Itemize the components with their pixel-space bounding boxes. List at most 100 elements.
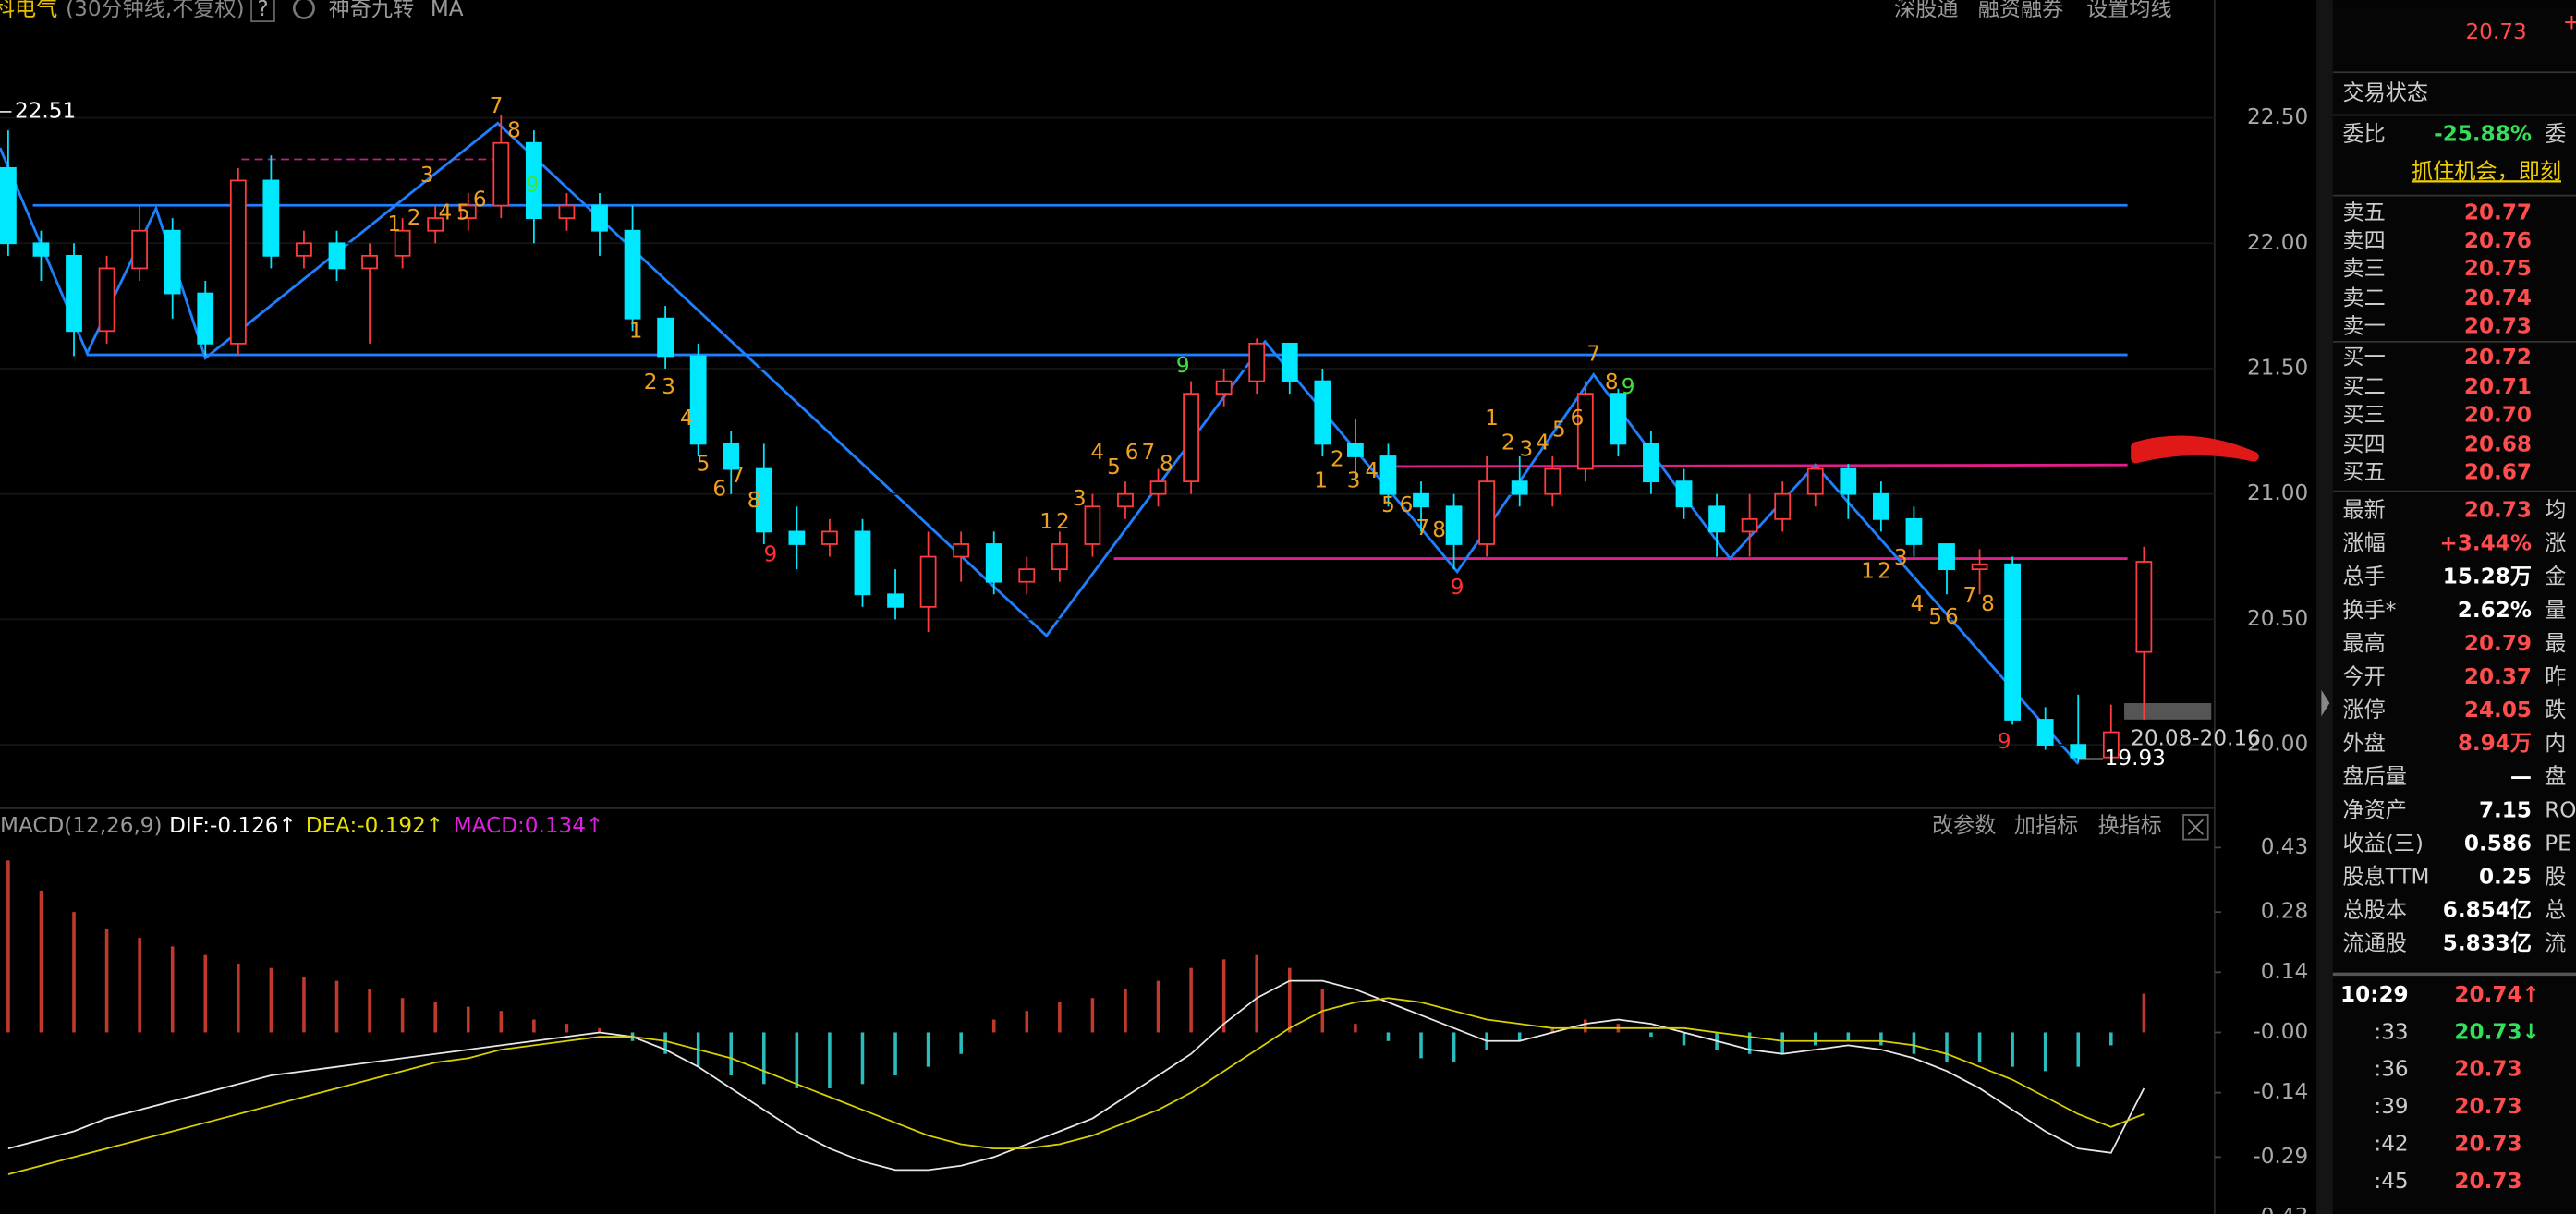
nine-turn-label: 1 — [1314, 468, 1328, 492]
nine-turn-label: 2 — [1331, 447, 1344, 471]
candle-body — [492, 141, 510, 207]
nine-turn-label: 6 — [1571, 407, 1585, 431]
indicator-name[interactable]: 神奇九转 — [329, 0, 414, 21]
macd-bar — [2011, 1032, 2014, 1067]
book-label: 卖四 — [2343, 229, 2386, 253]
splitter-arrow[interactable] — [2321, 689, 2330, 717]
nine-turn-label: 4 — [1536, 431, 1549, 455]
stat-cut: 最 — [2545, 632, 2566, 656]
nine-turn-label: 6 — [1125, 441, 1139, 465]
candle-body — [919, 555, 937, 608]
macd-bar — [1682, 1032, 1686, 1046]
gear-icon[interactable] — [292, 0, 315, 19]
nine-turn-label: 5 — [456, 201, 470, 225]
nine-turn-label: 8 — [1981, 592, 1995, 616]
candle-body — [2135, 561, 2153, 653]
candle-body — [1643, 443, 1659, 483]
macd-bar — [138, 938, 141, 1033]
y-tick-label: -0.43 — [2253, 1205, 2308, 1214]
candle-body — [1314, 380, 1331, 445]
nine-turn-label: 9 — [1998, 730, 2011, 754]
stat-label: 总手 — [2343, 565, 2386, 589]
candle-body — [66, 254, 82, 333]
nine-turn-label: 2 — [644, 370, 658, 395]
macd-bar — [1156, 980, 1160, 1033]
candle-body — [657, 317, 674, 358]
nine-turn-label: 3 — [420, 164, 434, 188]
candle-body — [131, 229, 149, 270]
header-link[interactable]: 设置均线 — [2086, 0, 2171, 21]
macd-chart: 0.43 0.28 0.14 -0.00 -0.14 -0.29 -0.43 — [6, 835, 2308, 1214]
stat-value: 20.73 — [2464, 498, 2532, 522]
macd-bar — [2109, 1032, 2113, 1046]
stat-value: 20.79 — [2464, 632, 2532, 656]
close-icon[interactable] — [2187, 819, 2205, 835]
brush-stroke — [2131, 435, 2259, 464]
macd-bar — [959, 1032, 963, 1054]
nine-turn-label: 3 — [1347, 468, 1361, 492]
book-label: 卖五 — [2343, 201, 2386, 225]
stat-label: 最高 — [2343, 632, 2386, 656]
macd-bar — [1977, 1032, 1982, 1063]
ma-label[interactable]: MA — [431, 0, 464, 21]
nine-turn-label: 1 — [1861, 559, 1875, 583]
candle-body — [0, 166, 17, 245]
tick-time: :39 — [2374, 1095, 2408, 1119]
nine-turn-label: 8 — [1605, 370, 1619, 395]
candle-body — [1215, 380, 1233, 395]
macd-bar — [1879, 1032, 1883, 1046]
tick-time: :42 — [2374, 1132, 2408, 1156]
macd-button[interactable]: 换指标 — [2098, 814, 2162, 838]
candle-body — [197, 292, 214, 345]
nine-turn-label: 1 — [1485, 407, 1499, 431]
high-annotation: 22.51 — [15, 99, 76, 123]
book-label: 买五 — [2343, 461, 2386, 485]
stat-cut: 流 — [2545, 932, 2566, 956]
range-annotation: 20.08-20.16 — [2131, 727, 2261, 751]
stat-value: — — [2510, 765, 2532, 789]
status: 交易状态 — [2343, 81, 2428, 105]
macd-bar — [991, 1019, 996, 1033]
macd-bar — [1189, 967, 1193, 1033]
stat-label: 盘后量 — [2343, 765, 2407, 789]
header-link[interactable]: 融资融券 — [1978, 0, 2063, 21]
stat-cut: 涨 — [2545, 532, 2566, 556]
candle-body — [624, 229, 641, 320]
macd-bar — [1452, 1032, 1456, 1063]
tick-time: :36 — [2374, 1058, 2408, 1082]
plus-sign: + — [2563, 10, 2576, 34]
promo-link[interactable]: 抓住机会，即刻 — [2412, 160, 2561, 184]
nine-turn-label: 2 — [1056, 510, 1070, 534]
stat-value: 24.05 — [2464, 698, 2532, 722]
splitter[interactable] — [2316, 0, 2333, 1214]
candle-body — [1544, 467, 1561, 495]
period: (30分钟线,不复权) — [66, 0, 244, 21]
candle-body — [2004, 563, 2022, 721]
stat-value: 8.94万 — [2458, 732, 2532, 756]
tick-price: 20.73 — [2454, 1058, 2521, 1082]
macd-bar — [1780, 1032, 1784, 1054]
book-label: 买三 — [2343, 403, 2386, 427]
macd-button[interactable]: 加指标 — [2014, 814, 2078, 838]
candle-body — [1478, 480, 1496, 545]
candle-body — [1051, 543, 1068, 571]
nine-turn-label: 4 — [1090, 441, 1104, 465]
macd-bar — [1288, 967, 1292, 1033]
macd-bar — [1221, 959, 1226, 1033]
help[interactable]: ? — [257, 0, 268, 21]
book-label: 买二 — [2343, 375, 2386, 399]
book-label: 买四 — [2343, 432, 2386, 456]
macd-bar — [1025, 1011, 1029, 1033]
macd-bar — [860, 1032, 865, 1085]
nine-turn-label: 5 — [697, 453, 711, 477]
help-box[interactable] — [250, 0, 275, 23]
header-link[interactable]: 深股通 — [1894, 0, 1958, 21]
nine-turn-label: 7 — [1416, 516, 1429, 540]
candle-body — [1708, 505, 1725, 533]
close-button[interactable] — [2182, 814, 2209, 841]
stat-cut: 盘 — [2545, 765, 2566, 789]
macd-button[interactable]: 改参数 — [1932, 814, 1996, 838]
macd-bar — [795, 1032, 799, 1088]
